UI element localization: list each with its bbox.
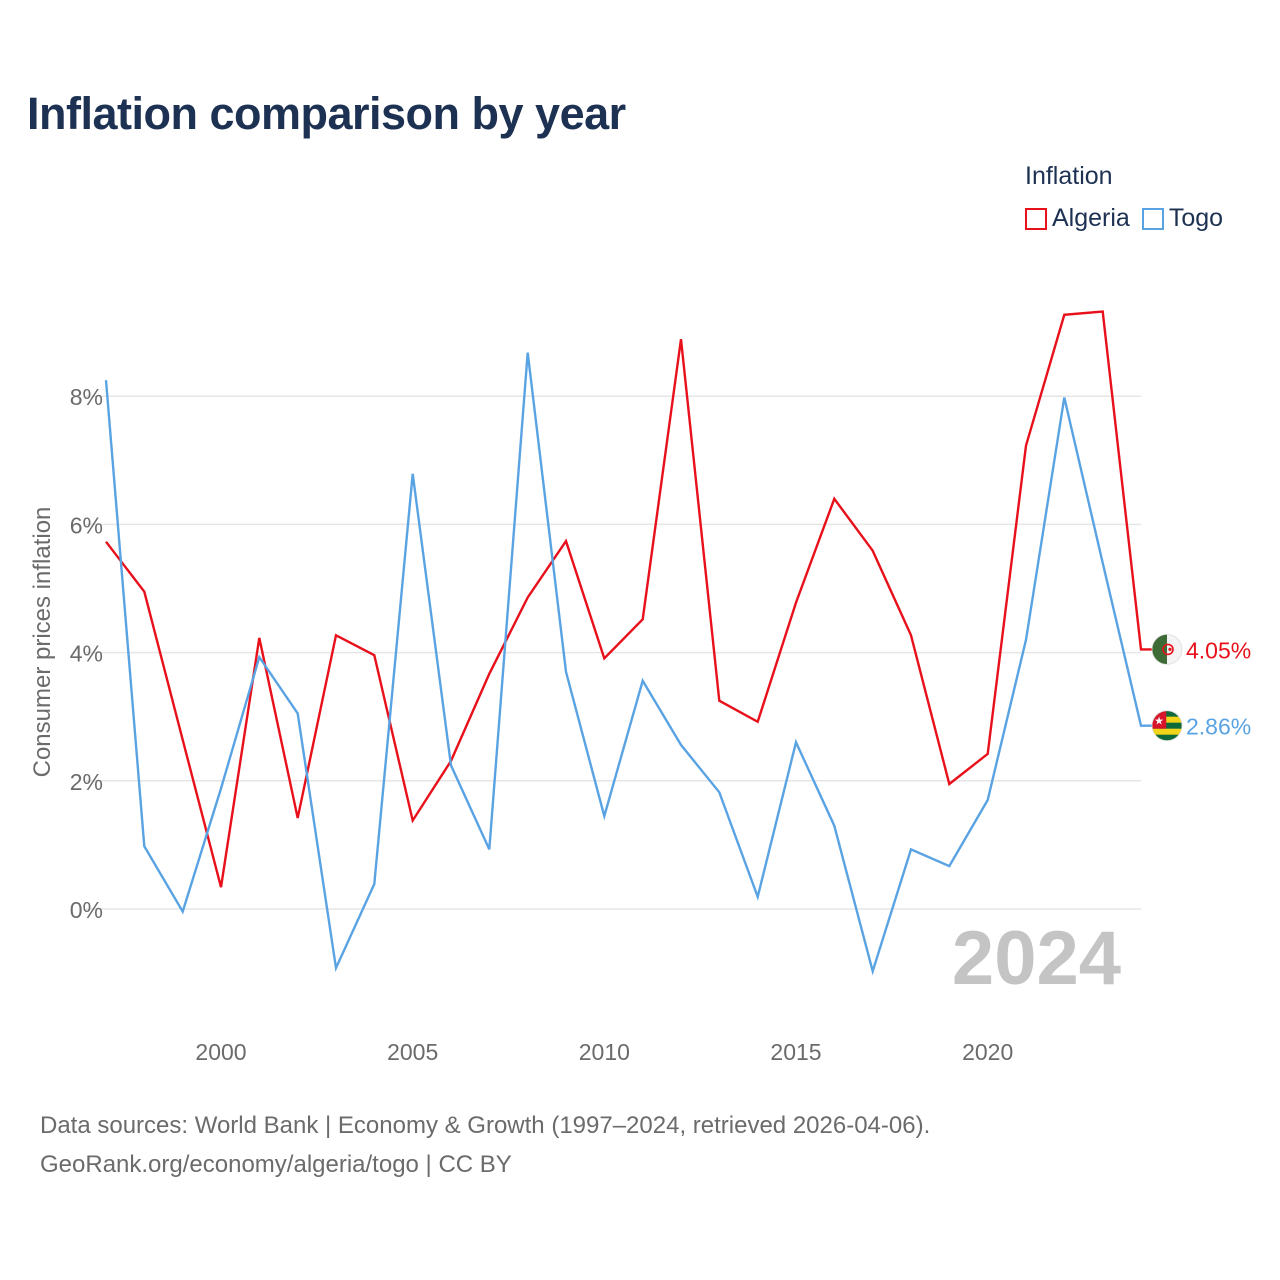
y-tick-label: 2% [70, 769, 103, 795]
series-line-togo[interactable] [104, 352, 1152, 976]
chart-title: Inflation comparison by year [27, 88, 626, 139]
legend-label-algeria: Algeria [1052, 204, 1130, 232]
y-tick-label: 6% [70, 512, 103, 538]
legend-swatch-algeria [1025, 207, 1047, 230]
series-lines [104, 310, 1152, 976]
y-axis-label: Consumer prices inflation [29, 507, 56, 778]
footer-attribution[interactable]: GeoRank.org/economy/algeria/togo | CC BY [40, 1151, 512, 1178]
legend: Algeria Togo [1025, 204, 1223, 233]
legend-title: Inflation [1025, 162, 1113, 190]
x-tick-label: 2005 [387, 1039, 438, 1065]
footer: Data sources: World Bank | Economy & Gro… [40, 1106, 930, 1184]
footer-sources: Data sources: World Bank | Economy & Gro… [40, 1112, 931, 1139]
end-value-label-algeria: 4.05% [1186, 637, 1251, 663]
y-axis-ticks: 0% 2% 4% 6% 8% [70, 384, 103, 923]
end-markers: 4.05% ★ 2.86% [1151, 633, 1251, 742]
x-tick-label: 2000 [195, 1039, 246, 1065]
year-watermark: 2024 [952, 916, 1121, 1001]
legend-label-togo: Togo [1168, 204, 1224, 232]
x-tick-label: 2015 [770, 1039, 821, 1065]
svg-text:★: ★ [1154, 716, 1164, 728]
legend-swatch-togo [1141, 207, 1164, 230]
gridlines [86, 395, 1141, 910]
end-value-label-togo: 2.86% [1186, 714, 1251, 740]
legend-item-togo[interactable]: Togo [1141, 204, 1224, 233]
y-tick-label: 0% [70, 897, 103, 923]
y-tick-label: 4% [70, 641, 103, 667]
y-tick-label: 8% [70, 384, 103, 410]
flag-icon-algeria [1151, 633, 1183, 665]
x-tick-label: 2020 [962, 1039, 1013, 1065]
x-tick-label: 2010 [579, 1039, 630, 1065]
series-line-algeria[interactable] [105, 310, 1152, 888]
x-axis-ticks: 2000 2005 2010 2015 2020 [195, 1039, 1013, 1065]
legend-item-algeria[interactable]: Algeria [1025, 204, 1130, 233]
flag-icon-togo: ★ [1151, 710, 1183, 742]
